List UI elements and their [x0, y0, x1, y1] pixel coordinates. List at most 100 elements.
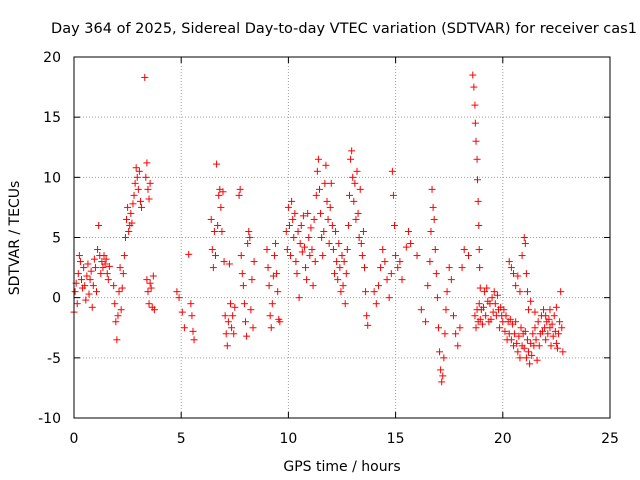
data-point — [240, 300, 248, 308]
data-point — [125, 227, 133, 235]
data-point — [112, 318, 120, 326]
data-point — [341, 300, 349, 308]
data-point — [207, 215, 215, 223]
x-axis-label: GPS time / hours — [283, 459, 400, 475]
data-point — [442, 306, 450, 314]
data-point — [440, 354, 448, 362]
data-point — [173, 288, 181, 296]
data-point — [311, 258, 319, 266]
data-point — [150, 306, 158, 314]
data-point — [114, 312, 122, 320]
data-point — [424, 282, 432, 290]
data-point — [449, 312, 457, 320]
data-point — [394, 264, 402, 272]
data-point — [147, 284, 155, 292]
data-point — [229, 312, 237, 320]
data-point — [83, 272, 91, 280]
data-point — [249, 324, 257, 332]
data-point — [236, 185, 244, 193]
data-point — [276, 318, 284, 326]
data-point — [437, 366, 445, 374]
data-point — [531, 324, 539, 332]
data-point — [542, 336, 550, 344]
data-point — [516, 288, 524, 296]
data-point — [528, 351, 536, 359]
data-point — [313, 167, 321, 175]
data-point — [217, 203, 225, 211]
data-point — [525, 306, 533, 314]
data-point — [542, 312, 550, 320]
data-point — [221, 312, 229, 320]
data-point — [388, 167, 396, 175]
data-point — [559, 348, 567, 356]
data-point — [290, 234, 298, 241]
data-point — [511, 330, 519, 338]
data-point — [213, 160, 221, 168]
data-point — [475, 221, 483, 229]
data-point — [187, 300, 195, 308]
y-tick-label: 15 — [43, 110, 61, 126]
data-point — [507, 336, 515, 344]
data-point — [268, 300, 276, 308]
data-point — [426, 258, 434, 266]
data-point — [180, 324, 188, 332]
data-point — [379, 246, 387, 254]
data-point — [78, 276, 86, 284]
data-point — [220, 258, 228, 266]
x-tick-label: 5 — [177, 431, 186, 447]
data-point — [548, 320, 556, 328]
data-point — [135, 167, 143, 175]
data-point — [214, 221, 222, 229]
tick-labels: 0 5 10 15 20 25 -10 -5 0 5 10 15 20 — [38, 50, 619, 447]
data-point — [265, 282, 273, 290]
y-tick-label: 0 — [52, 291, 61, 307]
data-point — [476, 284, 484, 292]
y-axis-label: SDTVAR / TECUs — [7, 181, 23, 296]
data-point — [246, 234, 254, 241]
data-point — [71, 288, 79, 296]
data-point — [130, 191, 138, 199]
data-point — [343, 246, 351, 254]
chart-title: Day 364 of 2025, Sidereal Day-to-day VTE… — [51, 21, 637, 37]
data-point — [131, 179, 139, 187]
data-point — [370, 288, 378, 296]
data-point — [326, 203, 334, 211]
data-point — [238, 270, 246, 278]
data-point — [189, 327, 197, 335]
data-point — [287, 252, 295, 260]
data-point — [317, 209, 325, 217]
x-tick-label: 20 — [494, 431, 512, 447]
y-tick-label: 5 — [52, 231, 61, 247]
data-point — [223, 342, 231, 350]
data-point — [558, 324, 566, 332]
data-point — [434, 324, 442, 332]
data-point — [531, 308, 539, 316]
data-point — [476, 315, 484, 323]
data-point — [138, 203, 146, 211]
data-point — [535, 342, 543, 350]
data-point — [306, 252, 314, 260]
data-point — [454, 342, 462, 350]
data-point — [429, 203, 437, 211]
data-point — [458, 264, 466, 272]
data-point — [270, 252, 278, 260]
data-point — [506, 315, 514, 323]
data-point — [267, 324, 275, 332]
data-point — [319, 252, 327, 260]
data-point — [314, 155, 322, 163]
data-point — [482, 312, 490, 320]
data-point — [75, 252, 83, 260]
data-point — [337, 288, 345, 296]
data-point — [315, 185, 323, 193]
data-point — [527, 297, 535, 305]
data-point — [291, 209, 299, 217]
data-point — [175, 294, 183, 302]
data-points — [70, 71, 567, 386]
data-point — [273, 270, 281, 278]
data-point — [244, 240, 252, 248]
data-point — [489, 308, 497, 316]
data-point — [309, 282, 317, 290]
data-point — [146, 279, 154, 287]
data-point — [392, 252, 400, 260]
data-point — [274, 288, 282, 296]
